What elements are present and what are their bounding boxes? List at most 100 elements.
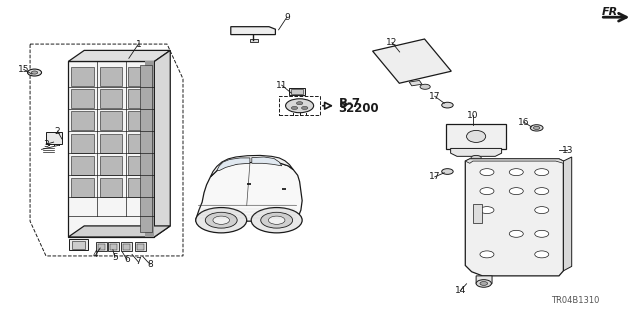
Polygon shape (217, 158, 250, 171)
Bar (127, 178, 150, 197)
Text: 7: 7 (136, 257, 141, 266)
Polygon shape (465, 159, 563, 163)
Circle shape (196, 208, 246, 233)
Bar (289, 88, 305, 95)
Circle shape (535, 251, 548, 258)
Circle shape (535, 230, 548, 237)
Bar (127, 111, 150, 130)
Bar (100, 89, 122, 108)
Bar (100, 134, 122, 152)
Circle shape (296, 102, 303, 105)
Circle shape (480, 207, 494, 214)
Circle shape (471, 155, 481, 160)
Circle shape (442, 102, 453, 108)
Bar (278, 96, 320, 115)
Circle shape (31, 71, 38, 74)
Circle shape (420, 84, 430, 89)
Circle shape (442, 169, 453, 174)
Text: 17: 17 (429, 172, 440, 182)
Circle shape (28, 69, 42, 76)
Text: TR04B1310: TR04B1310 (550, 296, 599, 305)
Bar (121, 242, 132, 251)
Circle shape (531, 125, 543, 131)
Bar (473, 204, 483, 223)
Text: B-7: B-7 (339, 97, 361, 110)
Polygon shape (68, 50, 170, 62)
Bar (137, 244, 144, 250)
Polygon shape (211, 155, 293, 177)
Circle shape (480, 169, 494, 176)
Polygon shape (68, 226, 170, 237)
Bar (72, 134, 95, 152)
Bar (135, 242, 146, 251)
Bar (100, 111, 122, 130)
Bar (72, 178, 95, 197)
Text: 9: 9 (284, 13, 290, 22)
Polygon shape (409, 80, 422, 86)
Text: 1: 1 (136, 40, 141, 48)
Polygon shape (563, 157, 572, 271)
Circle shape (480, 282, 488, 286)
Bar (72, 89, 95, 108)
Text: 17: 17 (429, 92, 440, 101)
Circle shape (285, 99, 314, 113)
Circle shape (301, 106, 308, 109)
Circle shape (535, 188, 548, 195)
FancyBboxPatch shape (446, 124, 506, 149)
Polygon shape (196, 162, 302, 221)
Text: 8: 8 (147, 260, 153, 269)
Text: 3: 3 (43, 140, 49, 149)
Bar (123, 244, 130, 250)
Ellipse shape (467, 130, 486, 142)
Polygon shape (68, 62, 154, 237)
Text: 14: 14 (454, 286, 466, 295)
Bar (72, 111, 95, 130)
Polygon shape (465, 159, 563, 276)
Bar (127, 89, 150, 108)
Bar (72, 156, 95, 175)
Circle shape (476, 280, 492, 287)
Bar (72, 241, 85, 249)
Circle shape (260, 212, 292, 228)
Polygon shape (451, 148, 502, 156)
Polygon shape (476, 276, 492, 286)
Text: 4: 4 (93, 250, 99, 259)
Bar (72, 67, 95, 86)
Polygon shape (231, 27, 275, 34)
Bar (98, 244, 104, 250)
Text: 12: 12 (387, 38, 397, 47)
Text: 13: 13 (561, 145, 573, 154)
Bar (110, 244, 117, 250)
Bar (96, 242, 106, 251)
Text: 6: 6 (124, 255, 130, 264)
Text: 16: 16 (518, 118, 530, 127)
Circle shape (205, 212, 237, 228)
Bar (100, 178, 122, 197)
Polygon shape (252, 157, 282, 166)
Bar (246, 183, 250, 185)
Bar (291, 89, 303, 94)
Bar (108, 242, 119, 251)
Bar (145, 62, 154, 237)
Text: 32200: 32200 (338, 102, 378, 115)
Circle shape (291, 106, 298, 109)
Text: 2: 2 (54, 127, 60, 136)
Bar (100, 67, 122, 86)
Circle shape (480, 188, 494, 195)
Text: FR.: FR. (602, 7, 623, 18)
Text: 5: 5 (112, 253, 118, 262)
Circle shape (509, 188, 524, 195)
Bar (127, 134, 150, 152)
Polygon shape (154, 50, 170, 237)
Bar (250, 39, 257, 42)
Bar (140, 65, 152, 232)
Circle shape (534, 126, 540, 130)
Circle shape (535, 169, 548, 176)
Bar (46, 132, 62, 144)
Circle shape (251, 208, 302, 233)
Circle shape (535, 207, 548, 214)
Circle shape (480, 251, 494, 258)
Text: 11: 11 (276, 81, 287, 90)
Bar (127, 67, 150, 86)
Bar (100, 156, 122, 175)
